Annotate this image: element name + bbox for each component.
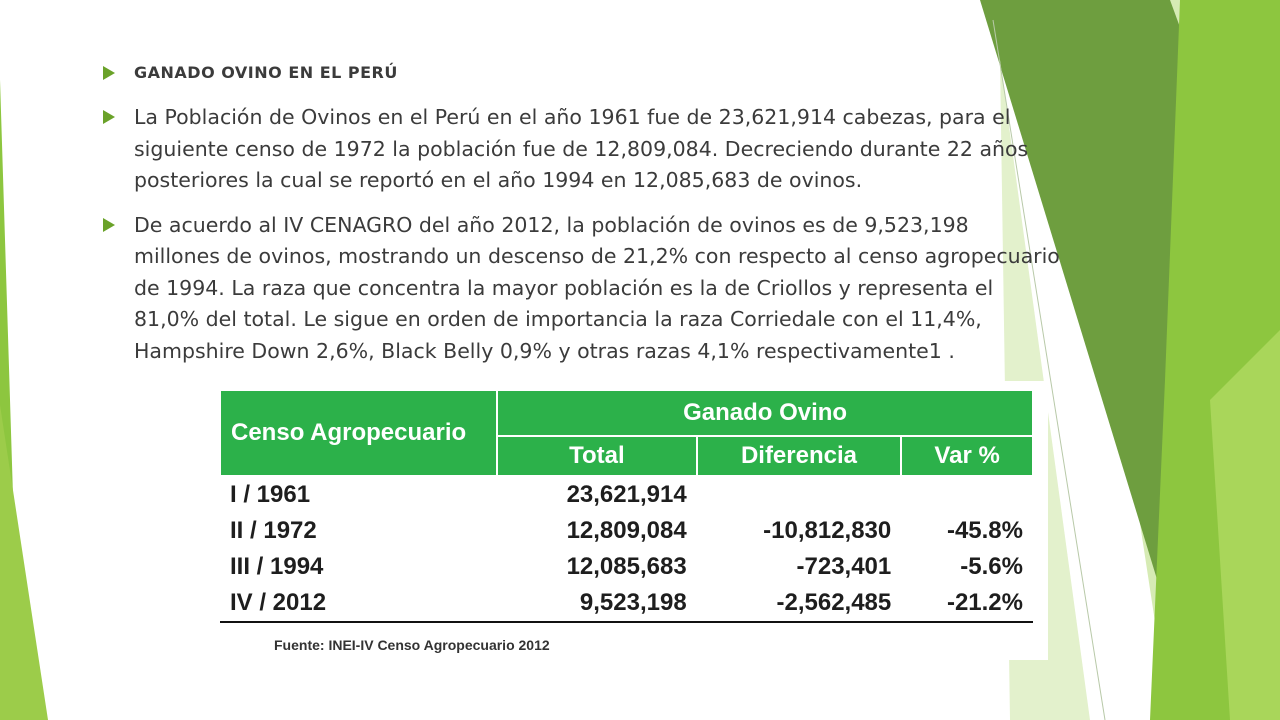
bullet-paragraph-1: La Población de Ovinos en el Perú en el … xyxy=(100,102,1060,197)
cell-var: -21.2% xyxy=(901,585,1033,623)
table-row: IV / 2012 9,523,198 -2,562,485 -21.2% xyxy=(220,585,1033,623)
cell-censo: II / 1972 xyxy=(230,517,317,544)
bullet-arrow-icon xyxy=(103,66,115,80)
cell-total: 12,809,084 xyxy=(566,517,687,544)
cell-total: 12,085,683 xyxy=(566,553,687,580)
right-decor-accent xyxy=(1210,330,1280,720)
cell-total: 9,523,198 xyxy=(497,585,697,623)
header-var: Var % xyxy=(900,435,1034,477)
cell-var xyxy=(901,476,1033,513)
header-diferencia: Diferencia xyxy=(695,435,903,477)
cell-var: -45.8% xyxy=(946,517,1023,544)
table-row: II / 1972 12,809,084 -10,812,830 -45.8% xyxy=(220,513,1033,549)
bullet-arrow-icon xyxy=(103,217,115,232)
header-total: Total xyxy=(496,435,698,477)
slide-title: GANADO OVINO EN EL PERÚ xyxy=(134,63,398,82)
paragraph-2: De acuerdo al IV CENAGRO del año 2012, l… xyxy=(134,212,1060,363)
paragraph-1: La Población de Ovinos en el Perú en el … xyxy=(134,105,1029,192)
cell-diferencia: -2,562,485 xyxy=(696,585,902,623)
cell-censo: IV / 2012 xyxy=(220,585,498,623)
header-ganado-ovino: Ganado Ovino xyxy=(496,389,1034,437)
bullet-title: GANADO OVINO EN EL PERÚ xyxy=(100,62,1060,84)
cell-var: -5.6% xyxy=(960,553,1023,580)
bullet-arrow-icon xyxy=(103,110,115,124)
header-censo: Censo Agropecuario xyxy=(218,389,499,477)
table-row: I / 1961 23,621,914 xyxy=(220,476,1033,513)
left-decor-triangle xyxy=(0,405,48,720)
cell-diferencia: -10,812,830 xyxy=(763,517,892,544)
decor-line xyxy=(992,19,1106,720)
cell-total: 23,621,914 xyxy=(566,481,687,508)
census-table-card: Censo Agropecuario Ganado Ovino Total Di… xyxy=(214,381,1048,660)
table-source: Fuente: INEI-IV Censo Agropecuario 2012 xyxy=(274,637,550,653)
table-row: III / 1994 12,085,683 -723,401 -5.6% xyxy=(220,549,1033,585)
slide-content: GANADO OVINO EN EL PERÚ La Población de … xyxy=(100,62,1060,380)
cell-diferencia xyxy=(697,476,902,513)
census-table: Censo Agropecuario Ganado Ovino Total Di… xyxy=(218,389,1034,623)
cell-censo: I / 1961 xyxy=(230,481,311,508)
cell-diferencia: -723,401 xyxy=(796,553,892,580)
bullet-paragraph-2: De acuerdo al IV CENAGRO del año 2012, l… xyxy=(100,210,1060,368)
cell-censo: III / 1994 xyxy=(230,553,324,580)
